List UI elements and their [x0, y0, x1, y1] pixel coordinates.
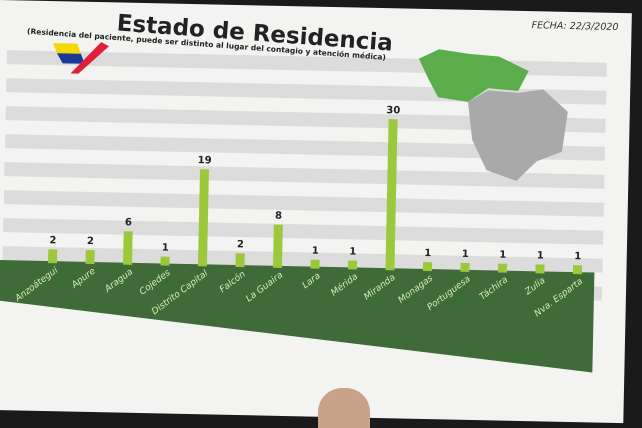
gridline-stripe [3, 218, 604, 245]
gridline-stripe [2, 246, 603, 273]
bar-m-rida [347, 260, 358, 270]
data-label: 2 [237, 239, 244, 250]
government-logo-icon [53, 42, 110, 74]
data-label: 2 [87, 236, 94, 247]
data-label: 2 [49, 235, 56, 246]
map-highlighted-states [418, 49, 529, 102]
data-label: 1 [424, 248, 431, 259]
bar-apure [85, 250, 95, 265]
data-label: 19 [198, 155, 212, 166]
bar-t-chira [497, 263, 508, 273]
data-label: 6 [125, 217, 132, 228]
bar-lara [310, 259, 320, 269]
data-label: 30 [386, 105, 400, 116]
gridline-stripe [4, 134, 606, 161]
gridline-stripe [4, 162, 605, 189]
bar-distrito-capital [197, 169, 209, 267]
bar-la-guaira [272, 224, 283, 268]
data-label: 1 [162, 243, 169, 254]
bar-portuguesa [460, 262, 470, 272]
label-band [0, 259, 595, 373]
data-label: 1 [537, 250, 544, 261]
gridline-stripe [3, 190, 604, 217]
data-label: 1 [574, 251, 581, 262]
gridline-stripe [5, 106, 606, 133]
bar-monagas [422, 262, 433, 272]
hand [318, 388, 370, 428]
bar-falc-n [235, 253, 245, 268]
date-label: FECHA: 22/3/2020 [531, 20, 619, 33]
data-label: 1 [499, 250, 506, 261]
data-label: 8 [275, 211, 282, 222]
bar-nva-esparta [572, 265, 583, 275]
bar-cojedes [160, 256, 170, 266]
data-label: 1 [312, 246, 319, 257]
bar-anzo-tegui [48, 249, 58, 264]
bar-miranda [385, 119, 398, 271]
data-label: 1 [349, 246, 356, 257]
bar-aragua [122, 231, 133, 265]
data-label: 1 [462, 249, 469, 260]
bar-zulia [535, 264, 545, 274]
bar-chart: 2Anzoátegui2Apure6Aragua1Cojedes19Distri… [0, 49, 607, 373]
map-other-states [467, 89, 568, 181]
chart-paper: 2 Anzoátegui 2 Apure 6 Aragua 1 Cojedes 19 Distri… [0, 0, 632, 424]
